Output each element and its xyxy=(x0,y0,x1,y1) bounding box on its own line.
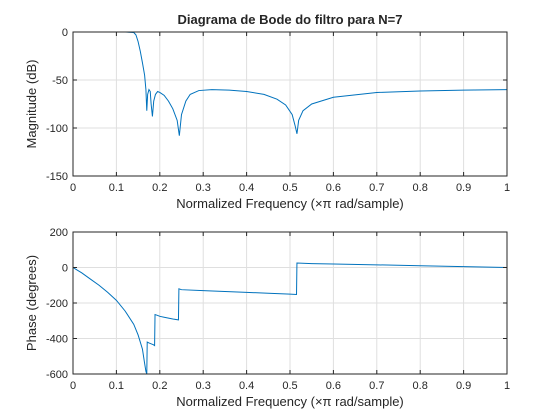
phase-xtick-label: 0.2 xyxy=(152,380,167,392)
magnitude-ytick-label: -50 xyxy=(52,75,68,87)
magnitude-ticks: 0 0.1 0.2 0.3 0.4 0.5 0.6 0.7 0.8 0.9 1 -150 -100 -50… xyxy=(46,27,510,194)
chart-title: Diagrama de Bode do filtro para N=7 xyxy=(177,12,402,27)
magnitude-ytick-label: 0 xyxy=(62,27,68,39)
phase-xtick-label: 1 xyxy=(504,380,510,392)
magnitude-xtick-label: 0.1 xyxy=(109,182,124,194)
phase-response-curve xyxy=(72,262,508,375)
magnitude-ytick-label: -150 xyxy=(46,171,68,183)
magnitude-ytick-label: -100 xyxy=(46,123,68,135)
phase-xlabel: Normalized Frequency (×π rad/sample) xyxy=(176,394,404,409)
magnitude-ylabel: Magnitude (dB) xyxy=(24,60,39,149)
magnitude-xtick-label: 1 xyxy=(504,182,510,194)
phase-axes: 0 0.1 0.2 0.3 0.4 0.5 0.6 0.7 0.8 0.9 1 -600 -400 -20… xyxy=(24,227,510,409)
phase-ytick-label: -400 xyxy=(46,334,68,346)
phase-xtick-label: 0.7 xyxy=(369,380,384,392)
phase-xtick-label: 0.8 xyxy=(413,380,428,392)
phase-ytick-label: 200 xyxy=(50,227,68,239)
phase-xtick-label: 0 xyxy=(70,380,76,392)
phase-xtick-label: 0.5 xyxy=(282,380,297,392)
phase-ylabel: Phase (degrees) xyxy=(24,255,39,351)
magnitude-xtick-label: 0.3 xyxy=(196,182,211,194)
magnitude-xtick-label: 0.8 xyxy=(413,182,428,194)
magnitude-xtick-label: 0.9 xyxy=(456,182,471,194)
magnitude-xtick-label: 0.2 xyxy=(152,182,167,194)
phase-ytick-label: -200 xyxy=(46,298,68,310)
phase-xtick-label: 0.9 xyxy=(456,380,471,392)
phase-xtick-label: 0.3 xyxy=(196,380,211,392)
phase-xtick-label: 0.4 xyxy=(239,380,254,392)
magnitude-xlabel: Normalized Frequency (×π rad/sample) xyxy=(176,196,404,211)
phase-ticks: 0 0.1 0.2 0.3 0.4 0.5 0.6 0.7 0.8 0.9 1 -600 -400 -20… xyxy=(46,227,510,392)
phase-xtick-label: 0.1 xyxy=(109,380,124,392)
magnitude-curve-group xyxy=(73,31,508,136)
magnitude-xtick-label: 0 xyxy=(70,182,76,194)
phase-xtick-label: 0.6 xyxy=(326,380,341,392)
phase-ytick-label: -600 xyxy=(46,369,68,381)
magnitude-xtick-label: 0.5 xyxy=(282,182,297,194)
magnitude-xtick-label: 0.6 xyxy=(326,182,341,194)
phase-curve-group xyxy=(72,262,508,375)
magnitude-xtick-label: 0.4 xyxy=(239,182,254,194)
magnitude-axes: 0 0.1 0.2 0.3 0.4 0.5 0.6 0.7 0.8 0.9 1 -150 -100 -50… xyxy=(24,12,510,211)
phase-ytick-label: 0 xyxy=(62,263,68,275)
magnitude-xtick-label: 0.7 xyxy=(369,182,384,194)
magnitude-response-curve xyxy=(73,31,508,136)
